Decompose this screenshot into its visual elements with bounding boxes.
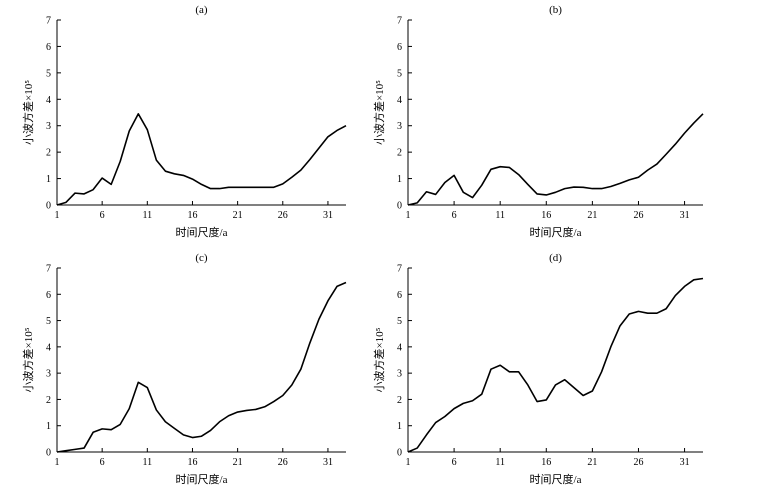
x-tick-label: 11 [142,457,152,468]
x-axis-label: 时间尺度/a [176,472,228,486]
y-tick-label: 3 [46,369,51,380]
series-line [407,113,704,206]
x-axis-label: 时间尺度/a [530,472,582,486]
y-tick-label: 2 [397,148,402,159]
series-line [56,281,347,453]
x-tick-label: 16 [541,210,551,221]
y-tick-label: 4 [46,342,51,353]
y-tick-label: 4 [46,95,51,106]
y-tick-label: 5 [397,316,402,327]
x-tick-label: 21 [587,210,597,221]
x-tick-label: 6 [452,210,457,221]
x-tick-label: 1 [55,457,60,468]
x-tick-label: 21 [587,457,597,468]
x-axis-label: 时间尺度/a [530,225,582,239]
y-tick-label: 0 [397,201,402,212]
panel-label: (a) [195,4,208,16]
y-tick-label: 0 [46,448,51,459]
x-tick-label: 31 [680,210,690,221]
x-tick-label: 16 [187,457,197,468]
x-tick-label: 31 [323,210,333,221]
y-tick-label: 0 [397,448,402,459]
x-tick-label: 26 [633,210,643,221]
x-tick-label: 11 [495,210,505,221]
panel-label: (d) [549,252,562,264]
y-tick-label: 3 [397,369,402,380]
y-tick-label: 3 [46,121,51,132]
y-tick-label: 1 [46,421,51,432]
x-tick-label: 1 [406,210,411,221]
x-tick-label: 31 [323,457,333,468]
y-tick-label: 7 [46,264,51,275]
y-tick-label: 6 [397,42,402,53]
y-axis-label: 小波方差×10⁵ [372,80,386,145]
y-tick-label: 3 [397,121,402,132]
y-tick-label: 1 [397,421,402,432]
y-axis-label: 小波方差×10⁵ [21,327,35,392]
y-tick-label: 1 [46,174,51,185]
y-tick-label: 1 [397,174,402,185]
y-tick-label: 5 [397,68,402,79]
y-tick-label: 2 [46,395,51,406]
y-axis-label: 小波方差×10⁵ [21,80,35,145]
x-axis-label: 时间尺度/a [176,225,228,239]
x-tick-label: 6 [452,457,457,468]
series-line [56,113,347,206]
y-tick-label: 2 [397,395,402,406]
x-tick-label: 11 [142,210,152,221]
x-tick-label: 26 [278,457,288,468]
x-tick-label: 6 [100,457,105,468]
x-tick-label: 26 [633,457,643,468]
y-tick-label: 5 [46,316,51,327]
x-tick-label: 16 [541,457,551,468]
y-tick-label: 5 [46,68,51,79]
y-tick-label: 2 [46,148,51,159]
x-tick-label: 1 [55,210,60,221]
x-tick-label: 26 [278,210,288,221]
x-tick-label: 31 [680,457,690,468]
x-tick-label: 21 [233,457,243,468]
x-tick-label: 6 [100,210,105,221]
y-tick-label: 7 [46,16,51,27]
y-tick-label: 6 [46,290,51,301]
y-tick-label: 7 [397,264,402,275]
y-tick-label: 4 [397,342,402,353]
panel-label: (b) [549,4,562,16]
y-tick-label: 6 [46,42,51,53]
y-tick-label: 7 [397,16,402,27]
y-tick-label: 6 [397,290,402,301]
panel-label: (c) [195,252,208,264]
x-tick-label: 1 [406,457,411,468]
x-tick-label: 21 [233,210,243,221]
y-tick-label: 4 [397,95,402,106]
x-tick-label: 16 [187,210,197,221]
y-axis-label: 小波方差×10⁵ [372,327,386,392]
series-line [407,277,704,453]
y-tick-label: 0 [46,201,51,212]
x-tick-label: 11 [495,457,505,468]
